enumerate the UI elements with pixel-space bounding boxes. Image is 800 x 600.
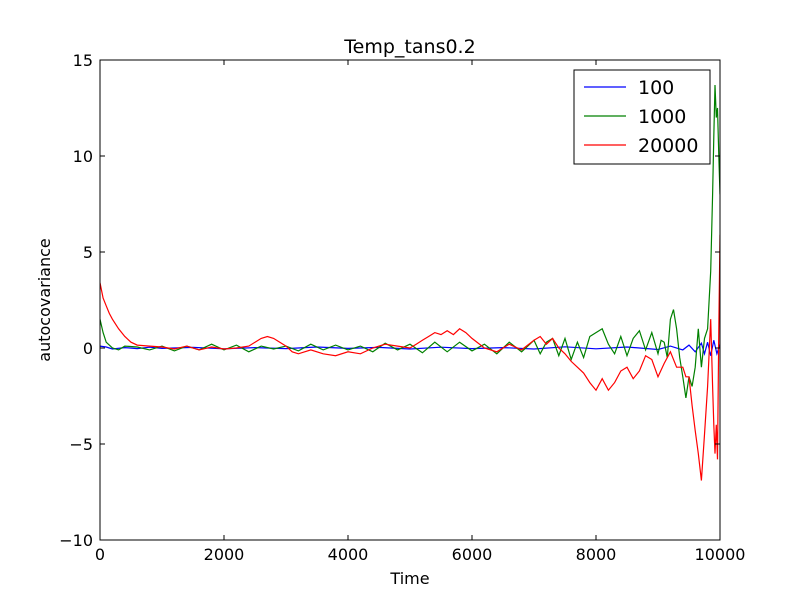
legend: 100 1000 20000 xyxy=(573,69,711,165)
y-tick-label: −5 xyxy=(69,435,93,454)
y-tick-label: 15 xyxy=(73,51,93,70)
x-tick-label: 2000 xyxy=(204,545,245,564)
y-tick-label: −10 xyxy=(59,531,93,550)
legend-label-100: 100 xyxy=(638,77,674,99)
series-line-20000 xyxy=(100,234,720,481)
x-tick-label: 6000 xyxy=(452,545,493,564)
legend-box xyxy=(573,69,711,165)
x-tick-label: 0 xyxy=(95,545,105,564)
legend-label-20000: 20000 xyxy=(638,135,698,157)
x-tick-label: 10000 xyxy=(695,545,746,564)
x-axis-label: Time xyxy=(389,569,429,588)
y-tick-label: 5 xyxy=(83,243,93,262)
y-tick-label: 0 xyxy=(83,339,93,358)
x-tick-label: 8000 xyxy=(576,545,617,564)
legend-label-1000: 1000 xyxy=(638,106,686,128)
plot-frame xyxy=(99,59,721,541)
series-lines xyxy=(100,84,720,481)
y-axis-label: autocovariance xyxy=(35,238,54,361)
x-tick-label: 4000 xyxy=(328,545,369,564)
y-tick-label: 10 xyxy=(73,147,93,166)
chart-title: Temp_tans0.2 xyxy=(343,36,475,58)
axis-ticks: 0 2000 4000 6000 8000 10000 −10 −5 0 5 10 15 xyxy=(59,51,745,564)
